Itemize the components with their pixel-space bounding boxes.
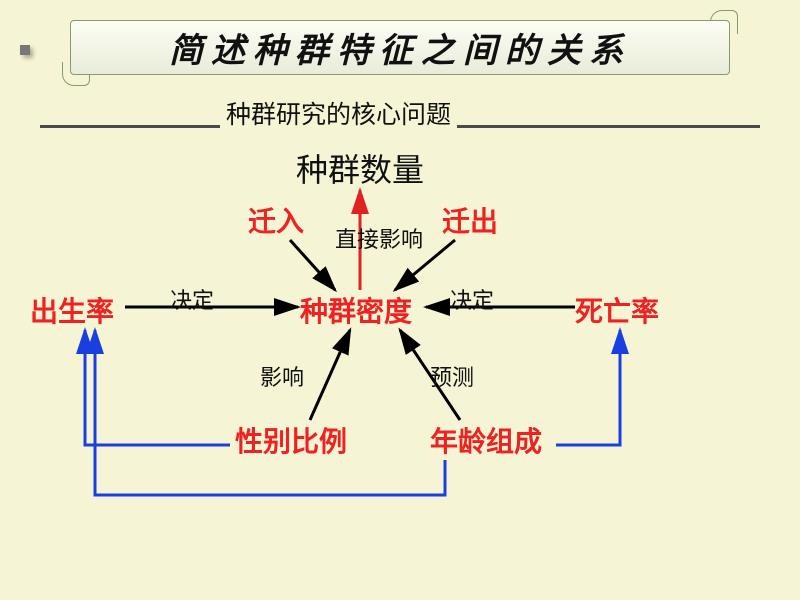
title-text: 简述种群特征之间的关系 <box>169 23 631 72</box>
label-direct: 直接影响 <box>335 222 423 254</box>
slide-bullet <box>20 45 30 55</box>
node-birthrate: 出生率 <box>30 290 114 330</box>
node-sexratio: 性别比例 <box>235 420 347 460</box>
subtitle-core: 种群研究的核心问题 <box>220 95 457 131</box>
node-agestruct: 年龄组成 <box>430 420 542 460</box>
label-decide-right: 决定 <box>450 283 494 315</box>
node-emigration: 迁出 <box>442 200 498 240</box>
title-box: 简述种群特征之间的关系 <box>70 20 730 75</box>
node-density: 种群密度 <box>300 290 412 330</box>
node-immigration: 迁入 <box>248 200 304 240</box>
label-decide-left: 决定 <box>170 283 214 315</box>
label-affect: 影响 <box>260 360 304 392</box>
label-predict: 预测 <box>430 360 474 392</box>
subtitle-popsize: 种群数量 <box>290 145 430 191</box>
node-deathrate: 死亡率 <box>575 290 659 330</box>
